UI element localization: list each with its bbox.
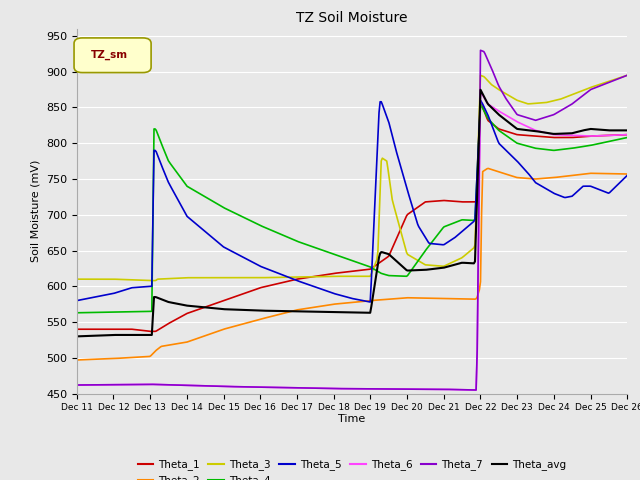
Theta_1 bbox=[339, 269, 346, 275]
Theta_7 bbox=[471, 387, 479, 393]
Theta_4 bbox=[73, 310, 81, 316]
Theta_1 bbox=[526, 133, 534, 139]
Line: Theta_1: Theta_1 bbox=[77, 104, 627, 331]
Theta_5 bbox=[338, 293, 346, 299]
Theta_6 bbox=[334, 386, 342, 392]
Theta_7 bbox=[73, 382, 81, 388]
Theta_4 bbox=[611, 137, 619, 143]
Theta_5 bbox=[623, 172, 631, 178]
Title: TZ Soil Moisture: TZ Soil Moisture bbox=[296, 11, 408, 25]
Theta_4 bbox=[477, 101, 484, 107]
Line: Theta_5: Theta_5 bbox=[77, 100, 627, 302]
Line: Theta_2: Theta_2 bbox=[77, 168, 627, 360]
Line: Theta_4: Theta_4 bbox=[77, 104, 627, 313]
Theta_5 bbox=[334, 292, 342, 298]
Theta_1 bbox=[372, 263, 380, 268]
Theta_4 bbox=[623, 135, 631, 141]
Line: Theta_avg: Theta_avg bbox=[77, 90, 627, 336]
Theta_1 bbox=[477, 101, 484, 107]
Theta_4 bbox=[371, 266, 378, 272]
Theta_2 bbox=[371, 298, 378, 303]
Theta_2 bbox=[73, 357, 81, 363]
Theta_4 bbox=[401, 273, 408, 279]
Legend: Theta_1, Theta_2, Theta_3, Theta_4, Theta_5, Theta_6, Theta_7, Theta_avg: Theta_1, Theta_2, Theta_3, Theta_4, Thet… bbox=[133, 455, 571, 480]
Theta_6 bbox=[401, 386, 408, 392]
Theta_7 bbox=[526, 116, 534, 121]
Theta_5 bbox=[402, 181, 410, 187]
Theta_5 bbox=[526, 173, 534, 179]
Theta_2 bbox=[623, 171, 631, 177]
Line: Theta_3: Theta_3 bbox=[77, 75, 627, 281]
X-axis label: Time: Time bbox=[339, 414, 365, 424]
Theta_7 bbox=[334, 386, 342, 392]
Theta_7 bbox=[338, 386, 346, 392]
Theta_3 bbox=[402, 246, 410, 252]
Theta_2 bbox=[334, 301, 342, 307]
Theta_5 bbox=[73, 298, 81, 303]
Theta_1 bbox=[147, 328, 154, 334]
Theta_1 bbox=[335, 270, 343, 276]
Theta_2 bbox=[338, 300, 346, 306]
Theta_7 bbox=[623, 72, 631, 78]
Theta_5 bbox=[612, 183, 620, 189]
Theta_avg bbox=[338, 309, 346, 315]
Theta_6 bbox=[477, 90, 484, 96]
Theta_3 bbox=[525, 101, 533, 107]
Theta_avg bbox=[611, 128, 619, 133]
Y-axis label: Soil Moisture (mV): Soil Moisture (mV) bbox=[30, 160, 40, 263]
Theta_3 bbox=[623, 72, 631, 78]
Theta_4 bbox=[334, 253, 342, 259]
Theta_avg bbox=[525, 128, 533, 133]
Theta_6 bbox=[623, 132, 631, 138]
Theta_5 bbox=[372, 182, 380, 188]
Theta_6 bbox=[338, 386, 346, 392]
Theta_2 bbox=[525, 176, 533, 181]
Theta_avg bbox=[401, 265, 408, 271]
Line: Theta_7: Theta_7 bbox=[77, 50, 627, 390]
Theta_1 bbox=[623, 132, 631, 138]
Theta_3 bbox=[372, 260, 380, 265]
Theta_3 bbox=[335, 274, 343, 279]
Theta_2 bbox=[484, 166, 492, 171]
Theta_avg bbox=[334, 309, 342, 315]
Theta_2 bbox=[401, 295, 408, 301]
Theta_7 bbox=[371, 386, 378, 392]
Theta_avg bbox=[477, 87, 484, 93]
Theta_avg bbox=[623, 128, 631, 133]
Theta_avg bbox=[73, 334, 81, 339]
Theta_7 bbox=[401, 386, 408, 392]
Theta_5 bbox=[366, 299, 374, 305]
Theta_1 bbox=[73, 326, 81, 332]
Theta_3 bbox=[147, 278, 154, 284]
Theta_6 bbox=[371, 386, 378, 392]
Theta_3 bbox=[73, 276, 81, 282]
Theta_4 bbox=[338, 254, 346, 260]
Theta_7 bbox=[612, 77, 620, 83]
Theta_6 bbox=[526, 125, 534, 131]
Theta_avg bbox=[371, 283, 378, 288]
Line: Theta_6: Theta_6 bbox=[77, 93, 627, 390]
Theta_6 bbox=[612, 132, 620, 138]
Theta_5 bbox=[477, 97, 484, 103]
FancyBboxPatch shape bbox=[74, 38, 151, 72]
Theta_3 bbox=[339, 274, 346, 279]
Theta_7 bbox=[477, 48, 484, 53]
Theta_4 bbox=[525, 144, 533, 149]
Theta_3 bbox=[611, 76, 619, 82]
Theta_1 bbox=[402, 216, 410, 221]
Theta_6 bbox=[471, 387, 479, 393]
Text: TZ_sm: TZ_sm bbox=[92, 50, 129, 60]
Theta_1 bbox=[612, 132, 620, 138]
Theta_2 bbox=[611, 171, 619, 177]
Theta_6 bbox=[73, 382, 81, 388]
